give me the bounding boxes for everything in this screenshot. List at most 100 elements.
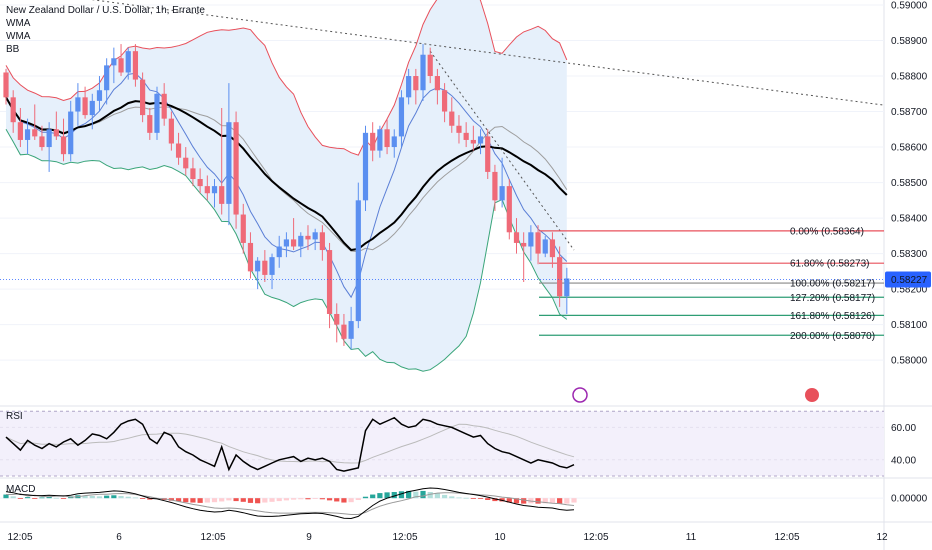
candle-down <box>341 324 347 339</box>
candle-up <box>406 76 412 98</box>
macd-histogram-bar <box>247 498 254 503</box>
macd-histogram-bar <box>168 498 174 501</box>
macd-histogram-bar <box>521 498 527 504</box>
macd-pane-label[interactable]: MACD <box>6 484 36 495</box>
candle-down <box>175 143 182 158</box>
candle-down <box>384 129 390 148</box>
macd-histogram-bar <box>240 498 246 502</box>
rsi-tick-label: 40.00 <box>891 455 916 466</box>
candle-up <box>154 93 160 133</box>
macd-histogram-bar <box>341 498 347 503</box>
macd-histogram-bar <box>427 492 433 499</box>
macd-histogram-bar <box>398 491 405 499</box>
macd-histogram-bar <box>413 491 419 499</box>
candle-down <box>305 235 311 240</box>
candle-up <box>96 90 103 101</box>
macd-histogram-bar <box>276 498 282 502</box>
candle-down <box>183 157 189 169</box>
candle-up <box>564 278 570 297</box>
price-tick-label: 0.58500 <box>891 178 928 189</box>
macd-histogram-bar <box>10 496 16 499</box>
macd-histogram-bar <box>557 498 563 504</box>
macd-histogram-bar <box>125 496 131 499</box>
macd-histogram-bar <box>535 498 541 504</box>
macd-tick-label: 0.00000 <box>891 494 928 505</box>
candle-up <box>269 257 275 275</box>
candle-up <box>377 129 383 151</box>
price-tick-label: 0.58100 <box>891 320 928 331</box>
candle-up <box>46 129 52 148</box>
candle-down <box>262 260 268 275</box>
macd-histogram-bar <box>305 498 311 500</box>
candle-up <box>420 54 426 91</box>
time-tick-label: 10 <box>494 532 506 543</box>
candle-down <box>485 136 491 172</box>
chart-title: New Zealand Dollar / U.S. Dollar, 1h, Er… <box>6 5 205 16</box>
macd-histogram-bar <box>283 498 290 501</box>
macd-histogram-bar <box>420 490 426 499</box>
candle-up <box>348 321 354 339</box>
macd-line <box>5 487 575 520</box>
macd-histogram-bar <box>298 498 304 500</box>
macd-histogram-bar <box>104 495 110 499</box>
candle-down <box>463 132 469 140</box>
macd-histogram-bar <box>96 496 103 499</box>
chart-legend: New Zealand Dollar / U.S. Dollar, 1h, Er… <box>6 4 205 56</box>
macd-histogram-bar <box>348 498 354 503</box>
candle-down <box>82 97 88 116</box>
candle-up <box>255 260 261 272</box>
candle-up <box>528 232 534 247</box>
candle-down <box>291 239 297 247</box>
legend-item-bb[interactable]: BB <box>6 44 20 55</box>
macd-histogram-bar <box>571 498 577 503</box>
candle-up <box>391 136 397 148</box>
macd-histogram-bar <box>434 493 440 499</box>
macd-histogram-bar <box>441 494 448 499</box>
macd-histogram-bar <box>549 498 556 503</box>
candle-down <box>132 51 139 80</box>
legend-item-wma-2[interactable]: WMA <box>6 31 31 42</box>
macd-histogram-bar <box>291 498 297 500</box>
trendline-local <box>429 50 575 251</box>
macd-histogram-bar <box>53 497 59 499</box>
candle-up <box>111 58 117 66</box>
macd-histogram-bar <box>118 496 124 499</box>
time-tick-label: 12:05 <box>200 532 225 543</box>
macd-histogram-bar <box>513 498 520 504</box>
candle-up <box>68 111 74 155</box>
candle-down <box>521 242 527 247</box>
candle-down <box>334 313 340 325</box>
macd-histogram-bar <box>463 497 469 499</box>
fib-level-label: 61.80% (0.58273) <box>790 259 870 270</box>
price-tick-label: 0.58800 <box>891 72 928 83</box>
candle-up <box>24 129 31 140</box>
candle-down <box>53 129 59 137</box>
macd-histogram-bar <box>326 498 333 501</box>
macd-histogram-bar <box>183 498 189 503</box>
candle-up <box>226 122 232 204</box>
candle-up <box>398 97 405 137</box>
macd-histogram-bar <box>262 498 268 503</box>
candle-down <box>370 132 376 151</box>
macd-histogram-bar <box>456 497 462 499</box>
flag-event-icon <box>805 388 819 402</box>
macd-histogram-bar <box>477 498 484 499</box>
candle-down <box>118 58 124 73</box>
candle-up <box>355 200 361 322</box>
candle-down <box>140 79 146 116</box>
fib-level-label: 200.00% (0.58070) <box>790 331 875 342</box>
rsi-pane-label[interactable]: RSI <box>6 411 23 422</box>
candle-down <box>10 97 16 123</box>
macd-histogram-bar <box>319 498 325 500</box>
macd-histogram-bar <box>226 498 232 501</box>
time-tick-label: 12 <box>876 532 888 543</box>
legend-item-wma-1[interactable]: WMA <box>6 18 31 29</box>
macd-histogram-bar <box>506 498 512 503</box>
macd-histogram-bar <box>39 497 45 499</box>
candle-down <box>247 242 254 272</box>
macd-histogram-bar <box>485 498 491 500</box>
price-tick-label: 0.58300 <box>891 249 928 260</box>
candle-down <box>506 186 512 233</box>
candle-down <box>60 136 67 155</box>
